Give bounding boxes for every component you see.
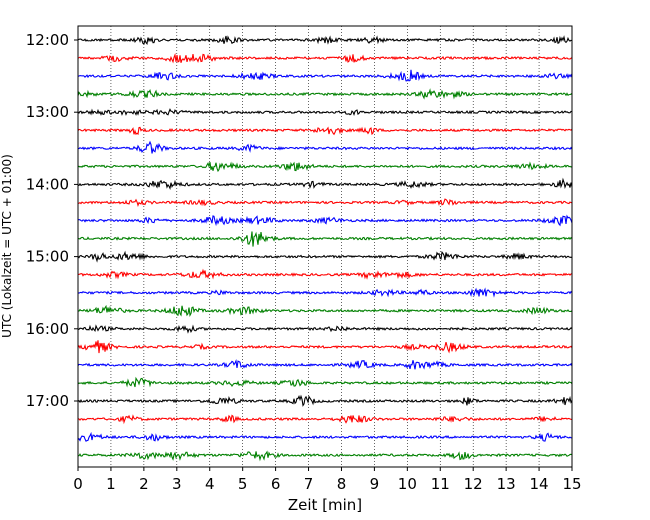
x-tick-label: 8 (337, 475, 347, 493)
x-tick-label: 1 (106, 475, 116, 493)
seismic-trace (77, 250, 573, 263)
seismic-trace (77, 88, 573, 100)
x-tick-label: 3 (172, 475, 182, 493)
y-tick-label: 14:00 (26, 175, 69, 193)
x-tick-label: 10 (398, 475, 417, 493)
seismic-trace (77, 126, 573, 136)
seismic-trace (77, 287, 573, 298)
seismic-trace (77, 324, 573, 334)
seismic-trace (77, 450, 573, 462)
x-tick-label: 4 (205, 475, 215, 493)
seismic-trace (77, 214, 573, 227)
x-tick-label: 13 (497, 475, 516, 493)
x-axis-label: Zeit [min] (288, 496, 362, 514)
seismic-trace (77, 431, 573, 442)
seismic-trace (77, 69, 573, 82)
x-tick-label: 14 (530, 475, 549, 493)
traces (77, 35, 573, 462)
seismic-trace (77, 268, 573, 280)
seismic-trace (77, 394, 573, 407)
x-axis: 0 1 2 3 4 5 6 7 8 9 10 11 12 13 14 15 (73, 467, 582, 493)
seismic-trace (77, 108, 573, 117)
x-tick-label: 11 (431, 475, 450, 493)
x-tick-label: 5 (238, 475, 248, 493)
y-tick-label: 17:00 (26, 392, 69, 410)
seismic-trace (77, 414, 573, 425)
x-tick-label: 0 (73, 475, 83, 493)
plot-frame (77, 25, 573, 468)
y-tick-label: 15:00 (26, 248, 69, 266)
y-tick-label: 12:00 (26, 31, 69, 49)
x-tick-label: 7 (304, 475, 314, 493)
x-tick-label: 6 (271, 475, 281, 493)
seismic-trace (77, 177, 573, 191)
seismic-trace (77, 340, 573, 354)
x-tick-label: 2 (139, 475, 149, 493)
y-tick-label: 16:00 (26, 320, 69, 338)
seismic-trace (77, 198, 573, 208)
x-tick-label: 12 (464, 475, 483, 493)
seismic-trace (77, 52, 573, 64)
seismic-trace (77, 140, 573, 154)
seismic-trace (77, 161, 573, 173)
seismic-trace (77, 358, 573, 370)
y-tick-label: 13:00 (26, 103, 69, 121)
x-tick-label: 9 (370, 475, 380, 493)
seismic-trace (77, 231, 573, 247)
y-axis: 12:00 13:00 14:00 15:00 16:00 17:00 (26, 31, 78, 410)
seismic-trace (77, 376, 573, 388)
seismic-trace (77, 35, 573, 46)
x-tick-label: 15 (562, 475, 581, 493)
seismic-trace (77, 304, 573, 317)
y-axis-label: UTC (Lokalzeit = UTC + 01:00) (0, 154, 14, 338)
